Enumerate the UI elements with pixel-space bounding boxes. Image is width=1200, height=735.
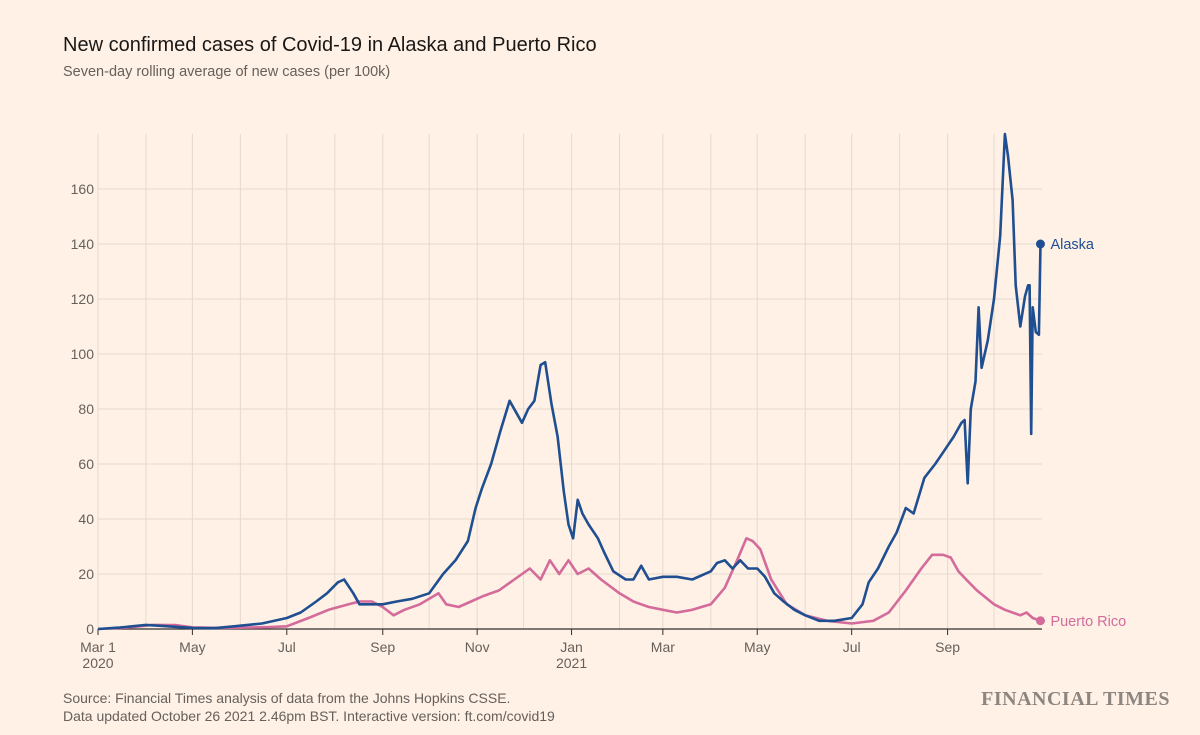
- source-line-2: Data updated October 26 2021 2.46pm BST.…: [63, 708, 555, 724]
- series-line-puerto-rico: [97, 537, 1041, 631]
- chart-title: New confirmed cases of Covid-19 in Alask…: [63, 34, 597, 56]
- x-tick-label: Nov: [465, 639, 490, 655]
- chart-subtitle: Seven-day rolling average of new cases (…: [63, 64, 391, 80]
- x-tick-label: May: [744, 639, 770, 655]
- x-tick-year-label: 2021: [556, 655, 587, 671]
- y-tick-label: 60: [78, 456, 94, 472]
- series-label: Puerto Rico: [1050, 614, 1126, 630]
- source-line-1: Source: Financial Times analysis of data…: [63, 690, 511, 706]
- x-tick-label: Jul: [843, 639, 861, 655]
- series-line-alaska: [97, 132, 1042, 631]
- y-tick-label: 0: [86, 621, 94, 637]
- x-tick-label: Sep: [370, 639, 395, 655]
- x-tick-label: Jan: [560, 639, 583, 655]
- x-tick-label: Sep: [935, 639, 960, 655]
- x-tick-label: May: [179, 639, 205, 655]
- y-tick-label: 80: [78, 401, 94, 417]
- x-tick-year-label: 2020: [82, 655, 113, 671]
- ft-logo: FINANCIAL TIMES: [981, 688, 1170, 710]
- series-end-dot: [1035, 616, 1045, 626]
- y-tick-label: 100: [71, 346, 95, 362]
- x-tick-label: Mar 1: [80, 639, 116, 655]
- y-tick-label: 140: [71, 236, 95, 252]
- source-note: Source: Financial Times analysis of data…: [63, 689, 555, 725]
- series-end-dot: [1035, 239, 1045, 249]
- y-tick-label: 120: [71, 291, 95, 307]
- series-label: Alaska: [1050, 237, 1094, 253]
- x-tick-label: Jul: [278, 639, 296, 655]
- y-tick-label: 160: [71, 181, 95, 197]
- y-tick-label: 40: [78, 511, 94, 527]
- x-tick-label: Mar: [651, 639, 675, 655]
- y-tick-label: 20: [78, 566, 94, 582]
